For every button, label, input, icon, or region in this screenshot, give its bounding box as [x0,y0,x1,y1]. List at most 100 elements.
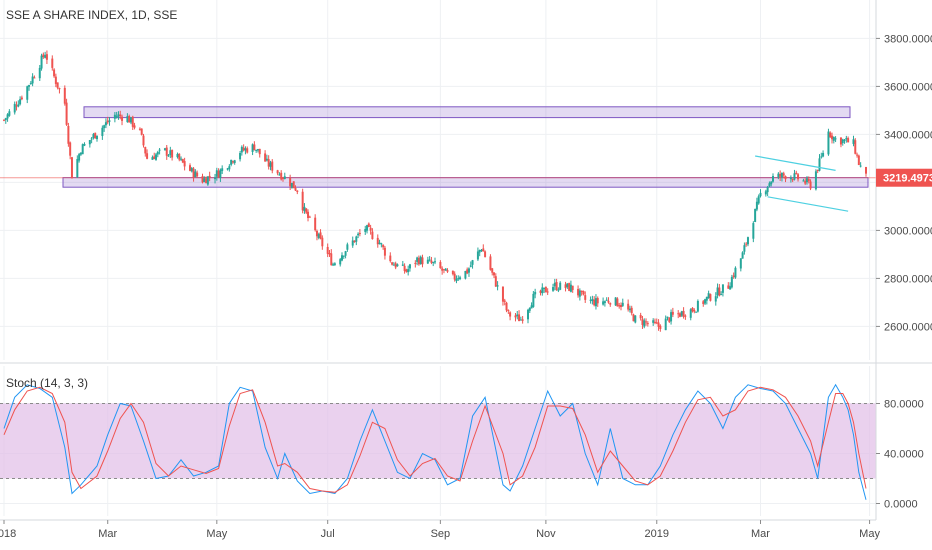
x-tick-label: Jul [321,528,335,540]
candle-body [176,153,179,158]
candle-body [784,176,787,180]
candle-body [822,152,825,157]
candle-body [779,173,782,177]
candle-body [616,298,619,307]
candle-body [652,320,655,323]
candle-body [777,173,780,178]
candle-body [480,249,483,251]
candle-body [854,140,857,154]
candle-body [434,261,436,263]
candle-body [507,309,510,311]
candle-body [693,310,696,312]
candle-body [276,170,279,174]
candle-body [246,148,249,153]
y-tick-label: 2800.0000 [884,273,932,285]
candle-body [718,287,721,296]
candle-body [478,249,481,253]
candle-body [841,139,844,144]
candle-body [95,135,98,140]
candle-body [357,233,360,236]
candle-body [346,244,349,250]
candle-body [705,296,708,301]
zone-box [83,106,851,119]
candle-body [267,159,270,167]
candle-body [165,147,168,156]
candle-body [518,314,521,322]
candle-body [33,77,36,79]
candle-body [104,122,107,126]
candle-body [444,268,447,271]
candle-body [283,176,286,179]
candle-body [505,302,508,311]
candle-body [58,88,61,90]
x-tick-label: Mar [751,528,770,540]
candle-body [181,159,184,163]
candle-body [15,105,18,107]
candle-body [516,314,519,317]
candle-body [156,151,159,155]
candle-body [17,104,20,107]
candle-body [469,265,472,267]
candle-body [144,146,147,154]
candle-body [664,318,667,331]
candle-body [382,245,385,248]
candle-body [619,304,622,307]
candle-body [215,170,218,177]
candle-body [653,321,656,323]
candle-body [539,290,542,293]
candle-body [180,158,183,160]
candle-body [407,269,410,273]
candle-body [632,314,635,322]
candle-body [571,285,574,290]
candle-body [566,283,569,287]
candle-body [580,290,583,292]
candle-body [183,161,186,167]
candle-body [44,55,47,58]
candle-body [230,159,233,165]
candle-body [376,237,379,245]
candle-body [752,223,755,239]
candle-body [501,286,504,302]
candle-body [602,301,605,305]
candle-body [242,147,245,151]
candle-body [594,298,597,307]
candle-body [659,325,662,330]
candle-body [577,288,580,296]
candle-body [417,258,420,265]
candle-body [26,86,29,100]
candle-body [467,268,470,273]
candle-body [802,180,805,182]
candle-body [782,173,785,176]
candle-body [645,321,648,323]
candle-body [865,167,867,174]
candle-body [807,178,810,182]
candle-body [258,148,261,155]
candle-body [296,190,299,192]
candle-body [369,227,372,231]
candle-body [219,169,222,178]
candle-body [831,135,834,140]
candle-body [607,300,610,303]
candle-body [339,259,342,265]
candle-body [532,293,535,307]
candle-body [217,170,220,178]
candle-body [317,234,320,238]
candle-body [226,168,229,170]
candle-body [593,299,596,306]
candle-body [192,168,195,178]
candle-body [405,269,408,272]
candle-body [53,69,56,77]
candle-body [65,102,68,125]
candle-body [489,256,492,270]
candle-body [321,237,324,247]
candle-body [847,138,850,143]
candle-body [391,262,394,265]
candle-body [214,177,217,180]
candle-body [121,116,124,121]
candle-body [789,177,792,180]
candle-body [466,269,469,274]
candle-body [408,264,411,269]
candle-body [389,255,392,262]
candle-body [203,178,206,182]
candle-body [618,305,621,307]
